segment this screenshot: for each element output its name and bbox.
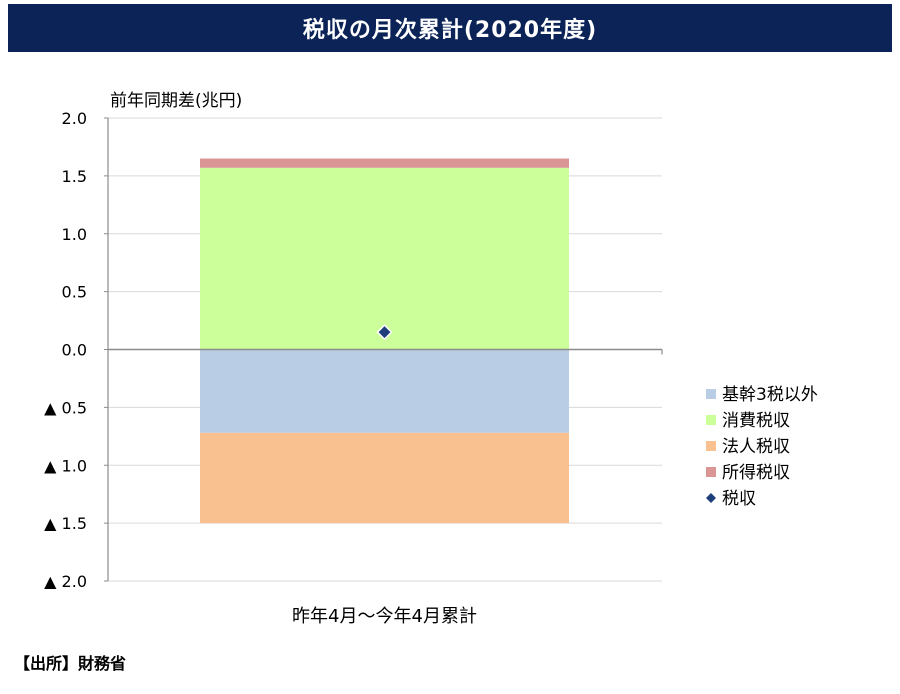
legend-swatch-基幹3税以外 [706,389,716,399]
legend-label: 法人税収 [722,437,790,457]
y-tick-label: 0.0 [62,341,87,360]
legend-swatch-消費税収 [706,415,716,425]
legend-label: 税収 [722,489,756,509]
bar-segment-法人税収 [200,432,569,524]
legend-label: 所得税収 [722,463,790,483]
legend-label: 基幹3税以外 [722,384,818,405]
legend-swatch-税収 [706,493,716,503]
y-tick-label: 2.0 [62,109,87,128]
legend-swatch-法人税収 [706,441,716,451]
y-axis-label: 前年同期差(兆円) [110,91,242,111]
y-tick-label: 0.5 [62,283,87,302]
y-tick-label: 1.5 [62,167,87,186]
y-tick-label: ▲ 1.0 [44,456,87,475]
legend-label: 消費税収 [722,411,790,431]
y-tick-label: 1.0 [62,225,87,244]
bar-segment-所得税収 [200,158,569,168]
y-tick-label: ▲ 2.0 [44,572,87,591]
source-note: 【出所】財務省 [14,654,127,673]
bar-segment-基幹3税以外 [200,349,569,433]
bar-segment-消費税収 [200,167,569,350]
data-point-税収 [376,324,393,341]
chart-title: 税収の月次累計(2020年度) [8,4,892,52]
y-tick-label: ▲ 1.5 [44,514,87,533]
y-tick-label: ▲ 0.5 [44,398,87,417]
legend-swatch-所得税収 [706,467,716,477]
x-category-label: 昨年4月～今年4月累計 [292,606,477,627]
